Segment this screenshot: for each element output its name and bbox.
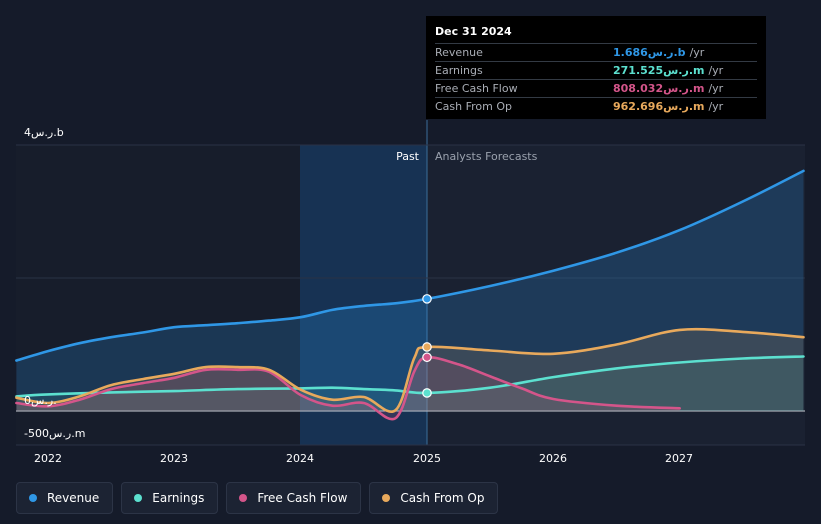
point-earnings	[422, 388, 432, 398]
tooltip-row-revenue: Revenue 1.686ر.س.b/yr	[435, 43, 757, 61]
y-tick-label-bottom: -500ر.س.m	[24, 427, 85, 440]
line-free-cash-flow	[15, 355, 681, 421]
x-tick-label-2025: 2025	[413, 452, 441, 465]
y-tick-label-zero: 0ر.س.	[24, 394, 57, 407]
forecast-label: Analysts Forecasts	[435, 150, 538, 163]
series-lines	[15, 169, 805, 421]
tooltip: Dec 31 2024 Revenue 1.686ر.س.b/yr Earnin…	[426, 16, 766, 119]
legend-dot-icon	[29, 494, 37, 502]
tooltip-label: Cash From Op	[435, 100, 513, 113]
tooltip-label: Earnings	[435, 64, 483, 77]
line-revenue	[15, 169, 805, 362]
x-tick-label-2024: 2024	[286, 452, 314, 465]
legend-item-free-cash-flow[interactable]: Free Cash Flow	[226, 482, 362, 514]
line-earnings	[15, 355, 805, 398]
legend-label: Free Cash Flow	[257, 491, 348, 505]
point-cash-from-op	[422, 342, 432, 352]
tooltip-label: Revenue	[435, 46, 483, 59]
tooltip-date: Dec 31 2024	[435, 25, 512, 38]
legend-item-cash-from-op[interactable]: Cash From Op	[369, 482, 499, 514]
grid-lines	[16, 144, 805, 446]
legend: Revenue Earnings Free Cash Flow Cash Fro…	[16, 482, 499, 516]
tooltip-row-fcf: Free Cash Flow 808.032ر.س.m/yr	[435, 79, 757, 97]
legend-label: Earnings	[152, 491, 205, 505]
tooltip-row-cfo: Cash From Op 962.696ر.س.m/yr	[435, 97, 757, 115]
legend-dot-icon	[134, 494, 143, 502]
legend-dot-icon	[382, 494, 391, 502]
tooltip-value-revenue: 1.686ر.س.b/yr	[613, 46, 705, 59]
plot-background-forecast	[427, 145, 805, 445]
x-tick-label-2022: 2022	[34, 452, 62, 465]
x-tick-label-2027: 2027	[665, 452, 693, 465]
area-revenue	[16, 170, 804, 411]
legend-dot-icon	[239, 494, 248, 502]
line-cash-from-op	[15, 327, 805, 413]
legend-item-revenue[interactable]: Revenue	[16, 482, 114, 514]
legend-item-earnings[interactable]: Earnings	[121, 482, 219, 514]
y-tick-label-top: 4ر.س.b	[24, 126, 64, 139]
area-free-cash-flow	[16, 357, 680, 420]
point-free-cash-flow	[422, 352, 432, 363]
legend-label: Revenue	[47, 491, 100, 505]
highlight-points	[422, 294, 432, 398]
tooltip-value-earnings: 271.525ر.س.m/yr	[613, 64, 724, 77]
point-revenue	[422, 294, 432, 304]
tooltip-row-earnings: Earnings 271.525ر.س.m/yr	[435, 61, 757, 79]
x-tick-label-2026: 2026	[539, 452, 567, 465]
tooltip-label: Free Cash Flow	[435, 82, 518, 95]
area-cash-from-op	[16, 329, 804, 412]
tooltip-value-fcf: 808.032ر.س.m/yr	[613, 82, 724, 95]
past-label: Past	[396, 150, 420, 163]
tooltip-value-cfo: 962.696ر.س.m/yr	[613, 100, 724, 113]
legend-label: Cash From Op	[400, 491, 485, 505]
x-tick-label-2023: 2023	[160, 452, 188, 465]
